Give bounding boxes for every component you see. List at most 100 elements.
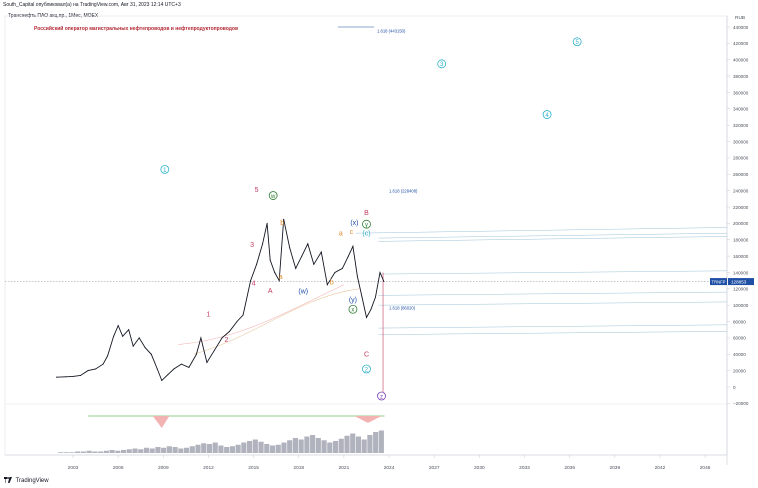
- moving-average-1: [178, 284, 345, 345]
- wave-label: w: [270, 194, 276, 200]
- price-point: [307, 243, 309, 245]
- wave-label: 2: [365, 367, 369, 373]
- x-tick-label: 2021: [339, 465, 350, 471]
- price-point: [167, 374, 169, 376]
- price-point: [289, 247, 291, 249]
- wave-label: B: [364, 210, 369, 217]
- volume-bar: [80, 451, 86, 453]
- price-point: [320, 251, 322, 253]
- x-tick-label: 2015: [248, 465, 259, 471]
- footer-brand: TradingView: [15, 478, 49, 484]
- volume-bar: [98, 451, 104, 453]
- volume-bar: [155, 447, 161, 453]
- fib-level-line: [378, 270, 728, 275]
- y-tick-label: 400000: [733, 58, 749, 63]
- volume-bar: [344, 435, 350, 453]
- price-point: [278, 280, 280, 282]
- fib-level-line: [378, 301, 728, 306]
- price-point: [195, 353, 197, 355]
- ticker-badge: [710, 278, 727, 286]
- wave-label: 5: [576, 40, 580, 46]
- wave-label: 1: [163, 168, 167, 174]
- x-tick-label: 2036: [564, 465, 575, 471]
- volume-bar: [115, 450, 121, 453]
- wave-label: a: [279, 274, 283, 281]
- wave-label-circle: [572, 37, 582, 47]
- volume-bar: [218, 445, 224, 453]
- wave-label: 4: [252, 280, 256, 287]
- wave-label-circle: [362, 219, 371, 229]
- wave-label: (y): [349, 297, 357, 304]
- fib-level-line: [378, 291, 728, 296]
- x-tick-label: 2018: [293, 465, 304, 471]
- wave-label: b: [280, 220, 284, 227]
- y-tick-label: 100000: [733, 303, 749, 308]
- volume-bar: [361, 439, 367, 453]
- y-tick-label: 240000: [733, 188, 749, 193]
- volume-bar: [224, 447, 230, 453]
- price-point: [352, 245, 354, 247]
- wave-label: c: [350, 229, 354, 236]
- volume-bar: [298, 439, 304, 453]
- wave-label: 1: [206, 312, 210, 319]
- tradingview-logo-icon: [4, 477, 12, 483]
- y-tick-label: 60000: [733, 336, 746, 341]
- x-tick-label: 2045: [700, 465, 711, 471]
- fib-level-line: [378, 232, 728, 239]
- volume-bar: [63, 452, 69, 453]
- oscillator-negative-area: [152, 416, 170, 428]
- wave-label: 2: [225, 337, 229, 344]
- price-point: [173, 368, 175, 370]
- x-tick-label: 2006: [113, 465, 124, 471]
- price-point: [188, 366, 190, 368]
- currency-label: RUB: [735, 15, 745, 21]
- price-point: [229, 330, 231, 332]
- wave-label: 3: [250, 242, 254, 249]
- x-tick-label: 2039: [609, 465, 620, 471]
- price-point: [365, 316, 367, 318]
- volume-bar: [138, 449, 144, 453]
- volume-bar: [275, 444, 281, 453]
- price-point: [107, 355, 109, 357]
- price-point: [266, 222, 268, 224]
- price-point: [87, 370, 89, 372]
- x-tick-label: 2042: [655, 465, 666, 471]
- volume-bar: [292, 438, 298, 453]
- price-point: [341, 267, 343, 269]
- price-point: [132, 345, 134, 347]
- price-point: [269, 259, 271, 261]
- price-point: [180, 363, 182, 365]
- price-series-line: [56, 219, 385, 382]
- price-point: [236, 321, 238, 323]
- wave-label-circle: [542, 110, 552, 119]
- volume-bar: [103, 450, 109, 453]
- volume-bar: [367, 435, 373, 453]
- y-tick-label: 380000: [733, 74, 749, 79]
- volume-bar: [206, 444, 213, 453]
- wave-label: b: [330, 280, 334, 287]
- fib-label: 1.618 (86020): [389, 305, 416, 310]
- volume-bar: [161, 447, 167, 453]
- volume-bar: [373, 432, 379, 453]
- volume-bar: [355, 436, 362, 453]
- price-point: [295, 267, 297, 269]
- volume-bar: [166, 446, 172, 453]
- y-tick-label: 280000: [733, 156, 749, 161]
- fib-level-line: [378, 324, 728, 329]
- fib-label: 1.618 (443150): [377, 29, 406, 34]
- fib-level-line: [378, 331, 728, 335]
- wave-label: 3: [440, 62, 444, 68]
- price-point: [313, 263, 315, 265]
- y-tick-label: 440000: [733, 25, 749, 30]
- volume-bar: [287, 440, 293, 453]
- x-tick-label: 2012: [203, 465, 214, 471]
- price-point: [122, 335, 124, 337]
- fib-level-line: [378, 236, 728, 242]
- y-tick-label: 200000: [733, 221, 749, 226]
- price-point: [55, 376, 57, 378]
- price-point: [200, 337, 202, 339]
- price-point: [370, 308, 372, 310]
- y-tick-label: 360000: [733, 90, 749, 95]
